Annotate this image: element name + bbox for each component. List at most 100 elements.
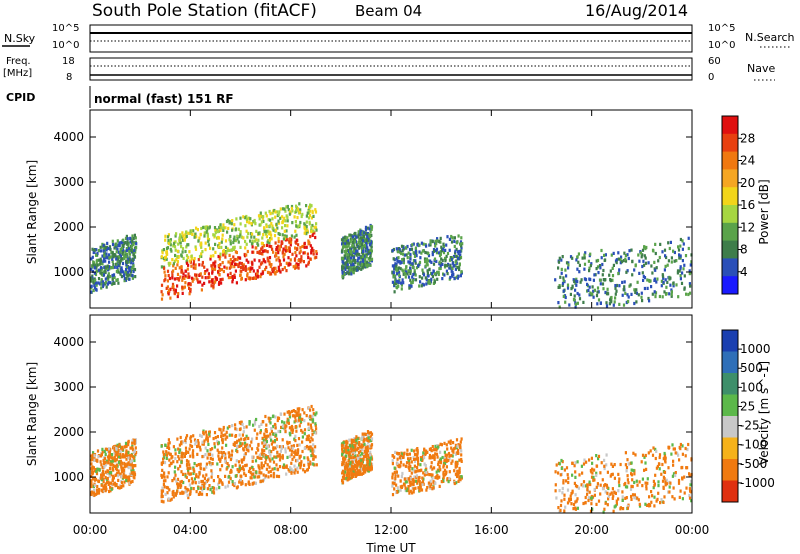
data-cell (186, 275, 189, 279)
data-cell (641, 299, 644, 303)
data-cell (363, 464, 366, 468)
data-cell (291, 457, 294, 461)
data-cell (402, 281, 405, 285)
data-cell (687, 236, 690, 240)
data-cell (284, 209, 287, 213)
data-cell (284, 238, 287, 242)
data-cell (359, 470, 362, 474)
colorbar-swatch (722, 187, 738, 206)
data-cell (591, 285, 594, 289)
data-cell (258, 453, 261, 457)
data-cell (181, 231, 184, 235)
data-cell (104, 265, 107, 269)
data-cell (272, 266, 275, 270)
data-cell (113, 281, 116, 285)
data-cell (265, 430, 268, 434)
data-cell (595, 294, 599, 298)
data-cell (174, 452, 177, 456)
data-cell (309, 235, 312, 239)
y-tick-label: 2000 (53, 220, 84, 234)
data-cell (609, 269, 612, 273)
data-cell (308, 213, 312, 218)
data-cell (265, 467, 268, 471)
data-cell (261, 436, 264, 440)
data-cell (132, 269, 135, 274)
data-cell (641, 453, 645, 457)
data-cell (181, 278, 184, 282)
data-cell (202, 467, 205, 471)
data-cell (394, 477, 397, 481)
data-cell (195, 490, 198, 494)
data-cell (607, 292, 610, 296)
data-cell (673, 447, 676, 451)
data-cell (232, 255, 235, 259)
data-cell (189, 443, 192, 447)
data-cell (349, 233, 352, 237)
data-cell (296, 247, 299, 251)
data-cell (201, 263, 204, 267)
data-cell (314, 431, 317, 435)
data-cell (113, 246, 116, 250)
data-cell (278, 465, 282, 469)
data-cell (400, 251, 403, 256)
data-cell (90, 482, 93, 486)
data-cell (228, 248, 231, 252)
data-cell (435, 259, 438, 263)
data-cell (450, 240, 454, 244)
data-cell (593, 468, 596, 472)
data-cell (303, 411, 306, 415)
data-cell (265, 225, 268, 229)
data-cell (115, 278, 118, 282)
data-cell (348, 247, 351, 251)
data-cell (370, 224, 373, 229)
data-cell (123, 465, 126, 469)
data-cell (221, 452, 224, 456)
data-cell (598, 264, 602, 268)
data-cell (270, 222, 273, 226)
data-cell (684, 454, 687, 458)
data-cell (641, 477, 644, 481)
data-cell (665, 255, 668, 260)
data-cell (292, 444, 295, 448)
data-cell (414, 246, 417, 250)
data-cell (448, 237, 451, 241)
data-cell (410, 247, 414, 251)
data-cell (606, 287, 609, 291)
data-cell (185, 475, 188, 479)
data-cell (442, 272, 445, 276)
data-cell (207, 452, 210, 456)
data-cell (171, 492, 174, 496)
data-cell (431, 272, 434, 276)
data-cell (223, 265, 226, 269)
data-cell (114, 484, 117, 488)
data-cell (653, 504, 656, 508)
data-cell (417, 479, 420, 483)
data-cell (241, 422, 244, 427)
colorbar-swatch (722, 258, 738, 277)
data-cell (670, 256, 673, 260)
data-cell (457, 251, 460, 256)
data-cell (199, 486, 202, 490)
data-cell (314, 424, 317, 428)
data-cell (93, 491, 96, 495)
data-cell (271, 217, 274, 221)
data-cell (129, 240, 132, 244)
data-cell (130, 453, 133, 457)
data-cell (102, 243, 105, 248)
data-cell (163, 461, 167, 465)
data-cell (102, 259, 105, 263)
data-cell (300, 258, 303, 262)
data-cell (295, 208, 298, 212)
data-cell (571, 461, 574, 465)
data-cell (348, 444, 351, 448)
data-cell (346, 253, 349, 257)
data-cell (256, 269, 259, 273)
data-cell (366, 238, 369, 242)
data-cell (285, 269, 288, 273)
data-cell (308, 445, 311, 449)
data-cell (296, 470, 299, 474)
data-cell (354, 469, 357, 473)
data-cell (171, 258, 174, 262)
data-cell (418, 284, 421, 288)
